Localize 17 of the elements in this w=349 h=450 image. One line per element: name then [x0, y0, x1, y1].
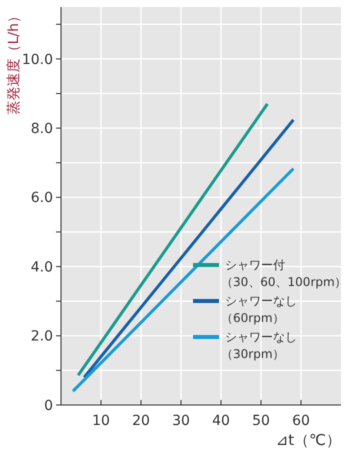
legend-label: シャワーなし（30rpm）: [221, 330, 297, 362]
x-tick-label: 10: [92, 413, 110, 429]
x-tick-label: 20: [132, 413, 150, 429]
legend-label: シャワーなし（60rpm）: [221, 294, 297, 326]
y-tick-label: 4.0: [30, 259, 53, 276]
y-tick-label: 6.0: [30, 190, 53, 206]
x-axis-title: ⊿t（℃）: [276, 431, 341, 449]
y-tick-label: 0: [44, 398, 53, 414]
y-tick-label: 8.0: [30, 121, 53, 138]
x-tick-label: 40: [212, 413, 230, 429]
x-tick-label: 60: [292, 413, 310, 429]
y-tick-label: 2.0: [30, 328, 53, 345]
y-axis-title: 蒸発速度（L/h）: [6, 9, 22, 114]
x-tick-label: 30: [172, 413, 190, 429]
y-tick-label: 10.0: [22, 52, 53, 68]
legend-label: シャワー付（30、60、100rpm）: [221, 258, 347, 290]
x-tick-label: 50: [252, 413, 270, 429]
